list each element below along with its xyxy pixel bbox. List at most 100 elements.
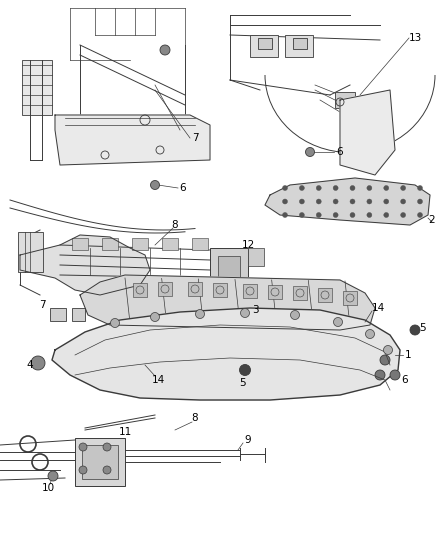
Circle shape bbox=[300, 199, 304, 204]
Circle shape bbox=[350, 213, 355, 217]
FancyBboxPatch shape bbox=[162, 238, 178, 250]
Circle shape bbox=[367, 199, 372, 204]
Polygon shape bbox=[52, 308, 400, 400]
Circle shape bbox=[417, 185, 423, 190]
Circle shape bbox=[375, 370, 385, 380]
Circle shape bbox=[316, 213, 321, 217]
FancyBboxPatch shape bbox=[218, 256, 240, 278]
FancyBboxPatch shape bbox=[248, 248, 264, 266]
Text: 1: 1 bbox=[405, 350, 411, 360]
Circle shape bbox=[365, 329, 374, 338]
Circle shape bbox=[401, 213, 406, 217]
Polygon shape bbox=[20, 235, 150, 295]
Circle shape bbox=[384, 345, 392, 354]
Circle shape bbox=[401, 185, 406, 190]
Circle shape bbox=[31, 356, 45, 370]
Polygon shape bbox=[265, 178, 430, 225]
Text: 3: 3 bbox=[252, 305, 258, 315]
Circle shape bbox=[333, 185, 338, 190]
Circle shape bbox=[110, 319, 120, 327]
Circle shape bbox=[333, 199, 338, 204]
Text: 14: 14 bbox=[371, 303, 385, 313]
Text: 12: 12 bbox=[241, 240, 254, 250]
Circle shape bbox=[367, 185, 372, 190]
Text: 9: 9 bbox=[245, 435, 251, 445]
Polygon shape bbox=[80, 275, 375, 330]
Text: 14: 14 bbox=[152, 375, 165, 385]
Circle shape bbox=[350, 185, 355, 190]
Circle shape bbox=[401, 199, 406, 204]
Text: 6: 6 bbox=[402, 375, 408, 385]
FancyBboxPatch shape bbox=[293, 286, 307, 300]
Circle shape bbox=[195, 310, 205, 319]
Text: 5: 5 bbox=[419, 323, 425, 333]
Circle shape bbox=[300, 213, 304, 217]
Circle shape bbox=[300, 185, 304, 190]
Polygon shape bbox=[55, 115, 210, 165]
Text: 2: 2 bbox=[429, 215, 435, 225]
FancyBboxPatch shape bbox=[50, 308, 66, 321]
Circle shape bbox=[240, 309, 250, 318]
FancyBboxPatch shape bbox=[210, 248, 248, 286]
Circle shape bbox=[305, 148, 314, 157]
Circle shape bbox=[283, 213, 287, 217]
Text: 8: 8 bbox=[172, 220, 178, 230]
FancyBboxPatch shape bbox=[293, 38, 307, 49]
Text: 10: 10 bbox=[42, 483, 55, 493]
Circle shape bbox=[384, 199, 389, 204]
Circle shape bbox=[160, 45, 170, 55]
Circle shape bbox=[283, 185, 287, 190]
Circle shape bbox=[240, 365, 251, 376]
Text: 7: 7 bbox=[39, 300, 45, 310]
Circle shape bbox=[384, 213, 389, 217]
Text: 6: 6 bbox=[337, 147, 343, 157]
Text: 5: 5 bbox=[239, 378, 245, 388]
FancyBboxPatch shape bbox=[75, 438, 125, 486]
FancyBboxPatch shape bbox=[268, 285, 282, 299]
Text: 4: 4 bbox=[27, 360, 33, 370]
FancyBboxPatch shape bbox=[72, 238, 88, 250]
Circle shape bbox=[417, 213, 423, 217]
Circle shape bbox=[151, 181, 159, 190]
Polygon shape bbox=[340, 90, 395, 175]
FancyBboxPatch shape bbox=[285, 35, 313, 57]
Text: 6: 6 bbox=[180, 183, 186, 193]
FancyBboxPatch shape bbox=[102, 238, 118, 250]
Circle shape bbox=[283, 199, 287, 204]
Circle shape bbox=[367, 213, 372, 217]
Circle shape bbox=[410, 325, 420, 335]
Circle shape bbox=[390, 370, 400, 380]
Circle shape bbox=[79, 466, 87, 474]
Circle shape bbox=[380, 355, 390, 365]
FancyBboxPatch shape bbox=[335, 92, 355, 108]
Circle shape bbox=[417, 199, 423, 204]
Circle shape bbox=[48, 471, 58, 481]
Text: 7: 7 bbox=[192, 133, 198, 143]
Text: 8: 8 bbox=[192, 413, 198, 423]
FancyBboxPatch shape bbox=[82, 445, 118, 479]
Circle shape bbox=[103, 466, 111, 474]
Circle shape bbox=[350, 199, 355, 204]
FancyBboxPatch shape bbox=[318, 288, 332, 302]
FancyBboxPatch shape bbox=[243, 284, 257, 298]
FancyBboxPatch shape bbox=[132, 238, 148, 250]
FancyBboxPatch shape bbox=[18, 232, 43, 272]
Circle shape bbox=[316, 185, 321, 190]
FancyBboxPatch shape bbox=[22, 60, 52, 115]
Text: 11: 11 bbox=[118, 427, 132, 437]
FancyBboxPatch shape bbox=[188, 282, 202, 296]
FancyBboxPatch shape bbox=[258, 38, 272, 49]
Circle shape bbox=[316, 199, 321, 204]
FancyBboxPatch shape bbox=[250, 35, 278, 57]
FancyBboxPatch shape bbox=[213, 283, 227, 297]
Circle shape bbox=[290, 311, 300, 319]
Circle shape bbox=[333, 318, 343, 327]
Circle shape bbox=[103, 443, 111, 451]
Circle shape bbox=[151, 312, 159, 321]
FancyBboxPatch shape bbox=[158, 282, 172, 296]
Text: 13: 13 bbox=[408, 33, 422, 43]
FancyBboxPatch shape bbox=[72, 308, 85, 321]
Circle shape bbox=[333, 213, 338, 217]
Circle shape bbox=[79, 443, 87, 451]
FancyBboxPatch shape bbox=[192, 238, 208, 250]
